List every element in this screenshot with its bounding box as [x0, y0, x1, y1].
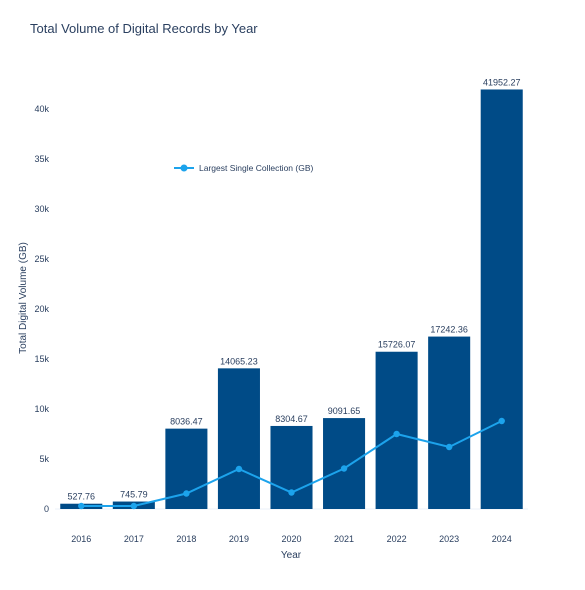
bar-value-label: 15726.07: [378, 340, 416, 350]
line-point[interactable]: [288, 489, 295, 496]
x-tick-label: 2022: [387, 534, 407, 544]
legend-entry-label: Largest Single Collection (GB): [199, 163, 314, 173]
bar[interactable]: [480, 89, 523, 510]
y-tick-label: 5k: [39, 454, 49, 464]
legend-marker-swatch: [180, 164, 188, 172]
y-tick-label: 35k: [34, 154, 49, 164]
line-point[interactable]: [183, 490, 190, 497]
bar-value-label: 9091.65: [328, 406, 361, 416]
line-point[interactable]: [235, 465, 243, 473]
x-axis-title: Year: [281, 550, 302, 561]
y-axis-ticks: 0 5k 10k 15k 20k 25k 30k 35k 40k: [34, 104, 49, 514]
y-axis-title: Total Digital Volume (GB): [18, 242, 29, 354]
x-tick-label: 2021: [334, 534, 354, 544]
legend[interactable]: Largest Single Collection (GB): [174, 163, 314, 173]
bar-value-label: 41952.27: [483, 77, 521, 87]
chart-title: Total Volume of Digital Records by Year: [30, 21, 258, 36]
line-series: [78, 417, 505, 510]
line-point[interactable]: [393, 430, 400, 438]
y-tick-label: 30k: [34, 204, 49, 214]
x-tick-label: 2018: [176, 534, 196, 544]
line-point[interactable]: [130, 502, 138, 510]
y-tick-label: 15k: [34, 354, 49, 364]
x-tick-label: 2016: [71, 534, 91, 544]
y-tick-label: 25k: [34, 254, 49, 264]
line-point[interactable]: [498, 417, 505, 425]
bar[interactable]: [323, 418, 366, 509]
bar[interactable]: [270, 425, 313, 509]
y-tick-label: 0: [44, 504, 49, 514]
x-tick-label: 2017: [124, 534, 144, 544]
bar[interactable]: [375, 351, 418, 509]
bar-value-label: 8304.67: [275, 414, 308, 424]
y-tick-label: 20k: [34, 304, 49, 314]
bar-value-label: 8036.47: [170, 417, 203, 427]
bar-value-label: 14065.23: [220, 356, 258, 366]
line-point[interactable]: [445, 443, 453, 451]
bar[interactable]: [217, 368, 260, 509]
bar-value-label: 527.76: [68, 492, 96, 502]
y-tick-label: 10k: [34, 404, 49, 414]
bar-value-label: 745.79: [120, 490, 148, 500]
bar[interactable]: [428, 336, 471, 509]
x-tick-label: 2023: [439, 534, 459, 544]
line-point[interactable]: [78, 502, 85, 510]
bar-series: [60, 89, 523, 510]
bar-value-labels: 527.76 745.79 8036.47 14065.23 8304.67 9091.6…: [68, 77, 521, 501]
line-point[interactable]: [340, 465, 348, 472]
bar-value-label: 17242.36: [430, 325, 468, 335]
x-tick-label: 2020: [281, 534, 301, 544]
y-tick-label: 40k: [34, 104, 49, 114]
x-axis-ticks: 2016 2017 2018 2019 2020 2021 2022 2023 2024: [71, 534, 511, 544]
x-tick-label: 2019: [229, 534, 249, 544]
x-tick-label: 2024: [492, 534, 512, 544]
